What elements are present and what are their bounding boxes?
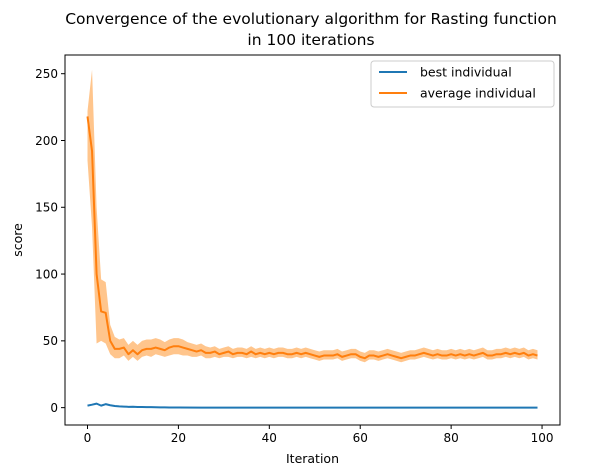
y-tick-label-150: 150 xyxy=(35,201,58,215)
chart-title-line-1: Convergence of the evolutionary algorith… xyxy=(65,10,557,28)
x-tick-label-40: 40 xyxy=(262,431,277,445)
line-best-individual xyxy=(87,402,538,409)
x-tick-label-80: 80 xyxy=(443,431,458,445)
y-tick-label-200: 200 xyxy=(35,134,58,148)
legend: best individual average individual xyxy=(370,60,555,108)
axes-frame xyxy=(64,54,561,426)
x-tick-label-60: 60 xyxy=(353,431,368,445)
y-tick-label-0: 0 xyxy=(50,401,58,415)
y-tick-label-100: 100 xyxy=(35,267,58,281)
chart-title-line-2: in 100 iterations xyxy=(247,31,374,49)
y-tick-label-50: 50 xyxy=(43,334,58,348)
y-tick-label-250: 250 xyxy=(35,67,58,81)
legend-label-average: average individual xyxy=(420,86,536,101)
plot-area xyxy=(86,69,538,409)
legend-box xyxy=(370,60,555,108)
x-tick-label-100: 100 xyxy=(531,431,554,445)
y-axis-label: score xyxy=(10,223,25,257)
line-average-individual xyxy=(86,116,538,360)
x-tick-label-20: 20 xyxy=(171,431,186,445)
x-tick-label-0: 0 xyxy=(84,431,92,445)
legend-label-best: best individual xyxy=(420,65,512,80)
x-axis-label: Iteration xyxy=(286,451,339,466)
axis-ticks: 0 20 40 60 80 100 0 50 100 150 200 250 xyxy=(35,67,553,445)
